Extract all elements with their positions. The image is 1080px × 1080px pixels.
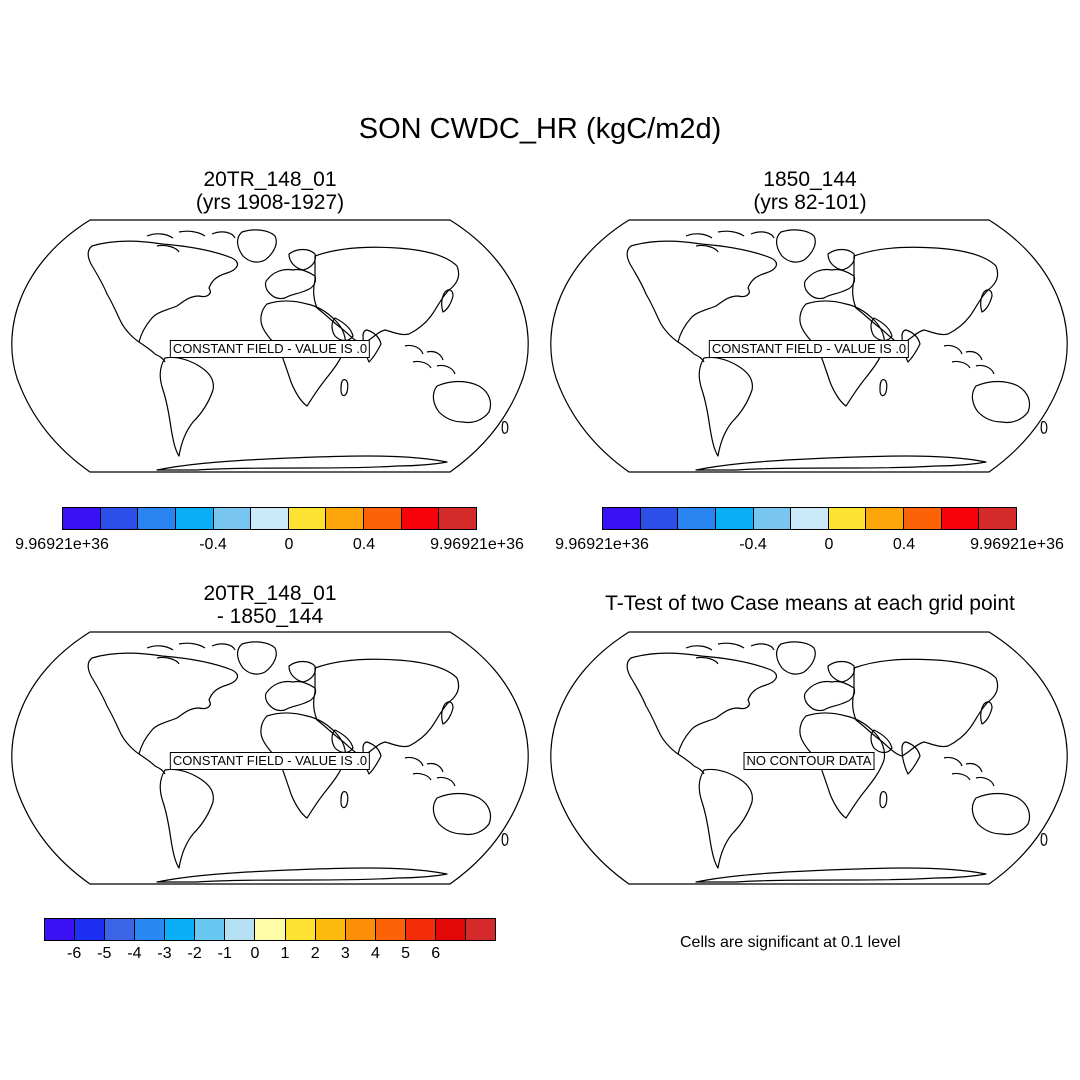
colorbar-1-label-neg: -0.4 <box>199 536 227 553</box>
colorbar-1-swatch-6 <box>251 508 289 529</box>
colorbar-diff-label: -4 <box>127 945 142 962</box>
colorbar-diff-label: -6 <box>67 945 82 962</box>
colorbar-1-swatch-1 <box>63 508 101 529</box>
colorbar-2-swatch-9 <box>904 508 942 529</box>
map-panel-2: CONSTANT FIELD - VALUE IS .0 <box>550 218 1068 474</box>
colorbar-diff-swatch-11 <box>345 919 376 940</box>
colorbar-1-swatch-3 <box>138 508 176 529</box>
colorbar-2-swatch-6 <box>791 508 829 529</box>
panel-2-title-line2: (yrs 82-101) <box>753 191 867 214</box>
colorbar-1-label-max: 9.96921e+36 <box>430 536 524 553</box>
colorbar-1-swatch-9 <box>364 508 402 529</box>
colorbar-2-swatch-1 <box>603 508 641 529</box>
colorbar-diff-swatch-3 <box>105 919 136 940</box>
no-contour-badge: NO CONTOUR DATA <box>743 752 875 770</box>
colorbar-2-swatch-3 <box>678 508 716 529</box>
colorbar-1-label-zero: 0 <box>284 536 294 553</box>
colorbar-2-swatch-7 <box>828 508 867 529</box>
colorbar-diff-label: 3 <box>340 945 350 962</box>
colorbar-diff-swatch-10 <box>315 919 346 940</box>
colorbar-diff-label: -3 <box>157 945 172 962</box>
constant-field-badge-3: CONSTANT FIELD - VALUE IS .0 <box>169 752 371 770</box>
colorbar-2-label-neg: -0.4 <box>739 536 767 553</box>
colorbar-diff-swatch-8 <box>255 919 286 940</box>
colorbar-diff-label: 4 <box>371 945 380 962</box>
colorbar-2-swatch-4 <box>715 508 754 529</box>
colorbar-diff-swatch-1 <box>45 919 76 940</box>
colorbar-diff-label: 2 <box>310 945 320 962</box>
colorbar-diff-swatch-7 <box>225 919 256 940</box>
panel-3-title-line1: 20TR_148_01 <box>203 582 337 605</box>
constant-field-badge-2: CONSTANT FIELD - VALUE IS .0 <box>708 340 910 358</box>
colorbar-diff-swatch-4 <box>135 919 166 940</box>
colorbar-1-label-pos: 0.4 <box>352 536 376 553</box>
colorbar-diff-label: 1 <box>280 945 290 962</box>
colorbar-2-label-zero: 0 <box>824 536 834 553</box>
colorbar-diff-swatch-15 <box>465 919 495 940</box>
colorbar-2-swatch-8 <box>866 508 905 529</box>
colorbar-diff-label: -5 <box>97 945 112 962</box>
colorbar-2-label-min: 9.96921e+36 <box>555 536 649 553</box>
map-panel-1: CONSTANT FIELD - VALUE IS .0 <box>11 218 529 474</box>
colorbar-1-swatch-4 <box>175 508 214 529</box>
colorbar-1-label-min: 9.96921e+36 <box>15 536 109 553</box>
colorbar-panel-2 <box>602 507 1017 530</box>
colorbar-diff-swatch-6 <box>195 919 226 940</box>
panel-1-title-line2: (yrs 1908-1927) <box>195 191 345 214</box>
colorbar-2-label-max: 9.96921e+36 <box>970 536 1064 553</box>
colorbar-1-swatch-8 <box>326 508 365 529</box>
colorbar-1-swatch-11 <box>439 508 477 529</box>
colorbar-diff-label: 5 <box>401 945 411 962</box>
colorbar-diff-label: -2 <box>187 945 202 962</box>
colorbar-diff-swatch-13 <box>405 919 436 940</box>
colorbar-1-swatch-7 <box>288 508 327 529</box>
figure-title: SON CWDC_HR (kgC/m2d) <box>358 113 722 145</box>
colorbar-1-swatch-10 <box>401 508 440 529</box>
panel-3-title-line2: - 1850_144 <box>216 605 324 628</box>
map-panel-3: CONSTANT FIELD - VALUE IS .0 <box>11 630 529 886</box>
colorbar-2-swatch-10 <box>941 508 980 529</box>
panel-2-title: 1850_144 (yrs 82-101) <box>610 168 1010 214</box>
colorbar-panel-1 <box>62 507 477 530</box>
colorbar-difference <box>44 918 496 941</box>
colorbar-1-swatch-5 <box>213 508 252 529</box>
colorbar-2-swatch-11 <box>979 508 1017 529</box>
colorbar-2-label-pos: 0.4 <box>892 536 916 553</box>
colorbar-diff-label: -1 <box>217 945 232 962</box>
panel-3-title: 20TR_148_01 - 1850_144 <box>70 582 470 628</box>
colorbar-diff-label: 0 <box>250 945 260 962</box>
constant-field-badge-1: CONSTANT FIELD - VALUE IS .0 <box>169 340 371 358</box>
panel-1-title-line1: 20TR_148_01 <box>203 168 337 191</box>
map-panel-4: NO CONTOUR DATA <box>550 630 1068 886</box>
colorbar-diff-swatch-14 <box>435 919 466 940</box>
colorbar-diff-label: 6 <box>431 945 441 962</box>
colorbar-diff-swatch-12 <box>375 919 406 940</box>
colorbar-1-swatch-2 <box>100 508 139 529</box>
colorbar-diff-swatch-5 <box>165 919 196 940</box>
colorbar-diff-swatch-2 <box>75 919 106 940</box>
panel-4-title-line1: T-Test of two Case means at each grid po… <box>605 592 1015 615</box>
colorbar-2-swatch-5 <box>753 508 792 529</box>
panel-4-title: T-Test of two Case means at each grid po… <box>560 592 1060 615</box>
panel-2-title-line1: 1850_144 <box>763 168 857 191</box>
panel-1-title: 20TR_148_01 (yrs 1908-1927) <box>70 168 470 214</box>
colorbar-diff-swatch-9 <box>285 919 316 940</box>
colorbar-2-swatch-2 <box>640 508 679 529</box>
significance-note: Cells are significant at 0.1 level <box>680 934 901 951</box>
